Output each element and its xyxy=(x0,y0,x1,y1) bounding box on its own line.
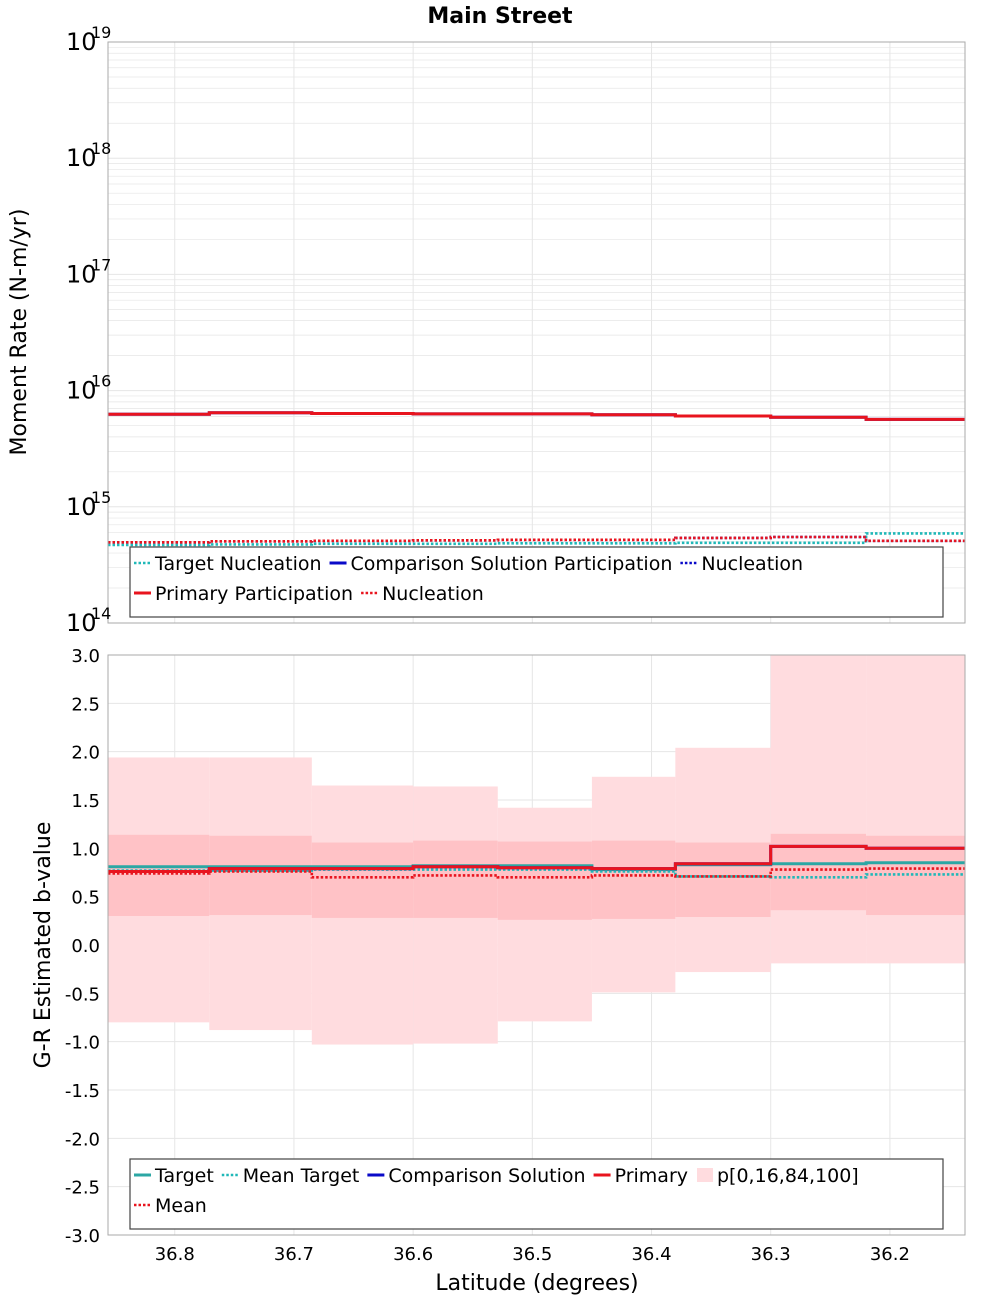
b-value-y-tick-label: 1.0 xyxy=(71,839,100,860)
b-value-y-tick-label: -1.0 xyxy=(65,1033,100,1054)
b-value-y-tick-label: 1.5 xyxy=(71,791,100,812)
band-p16-p84 xyxy=(108,834,210,916)
moment-plot-y-label: Moment Rate (N-m/yr) xyxy=(7,209,32,456)
b-value-y-tick-label: -1.5 xyxy=(65,1081,100,1102)
moment-y-tick-exponent: 15 xyxy=(91,488,111,507)
band-p16-p84 xyxy=(209,835,312,916)
legend-label: Target xyxy=(154,1165,214,1187)
moment-y-tick-exponent: 18 xyxy=(91,139,111,158)
x-tick-label: 36.5 xyxy=(512,1244,552,1265)
moment-y-tick-exponent: 16 xyxy=(91,372,111,391)
moment-y-tick-base: 10 xyxy=(66,28,97,56)
x-tick-label: 36.6 xyxy=(393,1244,433,1265)
moment-y-tick-exponent: 19 xyxy=(91,23,111,42)
moment-y-tick-base: 10 xyxy=(66,260,97,288)
legend-label: Mean xyxy=(155,1195,207,1217)
band-p16-p84 xyxy=(413,840,498,918)
b-value-series-1 xyxy=(108,868,965,879)
b-value-plot-series xyxy=(108,844,965,879)
band-p0-p100 xyxy=(770,655,867,964)
b-value-plot-frame xyxy=(107,654,966,1236)
moment-series-0 xyxy=(108,532,965,547)
moment-y-tick-exponent: 17 xyxy=(91,255,111,274)
x-tick-label: 36.3 xyxy=(751,1244,791,1265)
x-tick-label: 36.8 xyxy=(155,1244,195,1265)
b-value-plot-y-ticks: 3.0 2.5 2.0 1.5 1.0 0.5 0.0 -0.5 -1.0 -1.5 -2.0 -2.… xyxy=(65,646,100,1247)
legend-box xyxy=(129,546,944,618)
band-p16-p84 xyxy=(675,842,771,917)
moment-y-tick-base: 10 xyxy=(66,144,97,172)
legend-swatch xyxy=(697,1168,713,1182)
b-value-y-tick-label: -3.0 xyxy=(65,1226,100,1247)
moment-y-tick-base: 10 xyxy=(66,493,97,521)
b-value-y-tick-label: 2.5 xyxy=(71,694,100,715)
b-value-y-tick-label: -0.5 xyxy=(65,984,100,1005)
b-value-plot-y-label: G-R Estimated b-value xyxy=(31,822,56,1069)
moment-plot-frame xyxy=(107,41,966,624)
x-tick-label: 36.7 xyxy=(274,1244,314,1265)
moment-plot-series xyxy=(108,411,965,547)
b-value-y-tick-label: -2.5 xyxy=(65,1178,100,1199)
chart-title: Main Street xyxy=(427,4,573,29)
moment-series-3 xyxy=(108,411,965,421)
moment-y-tick-exponent: 14 xyxy=(91,604,111,623)
x-tick-label: 36.2 xyxy=(870,1244,910,1265)
b-value-y-tick-label: 2.0 xyxy=(71,743,100,764)
b-value-series-4 xyxy=(108,867,965,879)
legend-box xyxy=(129,1158,944,1230)
moment-plot-background xyxy=(108,42,965,623)
legend-label: Mean Target xyxy=(243,1165,360,1187)
moment-series-4 xyxy=(108,535,965,544)
x-tick-label: 36.4 xyxy=(631,1244,671,1265)
b-value-plot-legend: Target Mean Target Comparison Solution Prim… xyxy=(129,1158,944,1230)
b-value-y-tick-label: 3.0 xyxy=(71,646,100,667)
legend-label: Primary Participation xyxy=(155,583,353,605)
moment-y-tick-base: 10 xyxy=(66,377,97,405)
moment-y-tick-base: 10 xyxy=(66,609,97,637)
legend-label: Nucleation xyxy=(382,583,484,605)
band-p16-p84 xyxy=(497,841,592,920)
b-value-plot: 3.0 2.5 2.0 1.5 1.0 0.5 0.0 -0.5 -1.0 -1.5 -2.0 -2.… xyxy=(31,646,966,1296)
b-value-plot-x-label: Latitude (degrees) xyxy=(435,1271,638,1296)
b-value-y-tick-label: 0.5 xyxy=(71,888,100,909)
legend-label: p[0,16,84,100] xyxy=(717,1165,859,1187)
band-p0-p100 xyxy=(866,655,965,964)
legend-label: Comparison Solution xyxy=(388,1165,585,1187)
b-value-y-tick-label: 0.0 xyxy=(71,936,100,957)
b-value-series-3 xyxy=(108,844,965,873)
legend-label: Nucleation xyxy=(701,553,803,575)
moment-plot-legend: Target Nucleation Comparison Solution Par… xyxy=(129,546,944,618)
band-p16-p84 xyxy=(591,840,676,919)
legend-label: Primary xyxy=(615,1165,688,1187)
b-value-plot-x-ticks: 36.8 36.7 36.6 36.5 36.4 36.3 36.2 xyxy=(155,1244,910,1265)
legend-label: Comparison Solution Participation xyxy=(351,553,673,575)
legend-label: Target Nucleation xyxy=(154,553,322,575)
band-p16-p84 xyxy=(311,842,414,918)
b-value-plot-bands xyxy=(108,655,965,1045)
b-value-y-tick-label: -2.0 xyxy=(65,1129,100,1150)
